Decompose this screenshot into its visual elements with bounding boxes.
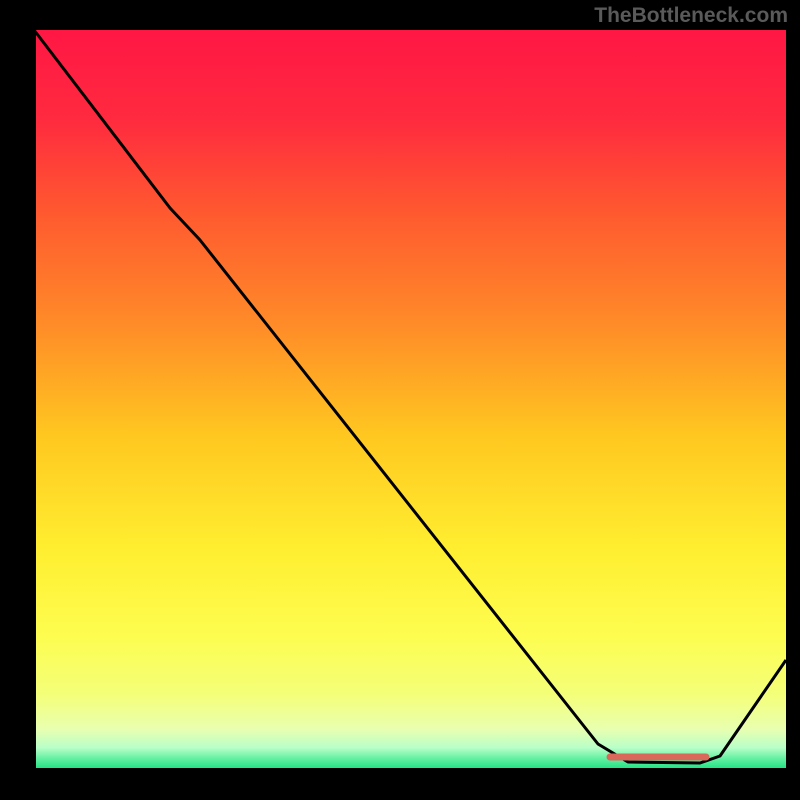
chart-gradient-background: [34, 30, 786, 770]
watermark-text: TheBottleneck.com: [594, 4, 788, 28]
bottleneck-chart: [0, 0, 800, 800]
